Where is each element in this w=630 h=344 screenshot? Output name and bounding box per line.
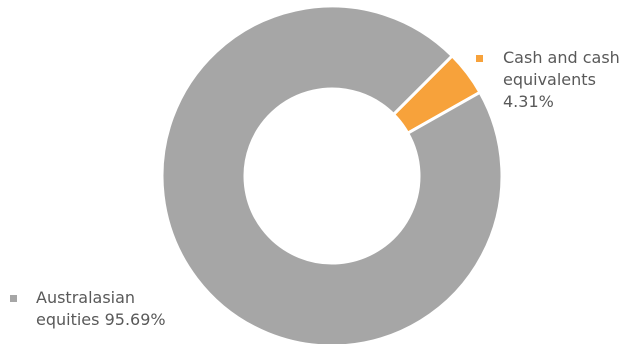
slice-label-australasian-value: 95.69% [104, 310, 166, 329]
slice-label-australasian: Australasian equities 95.69% [10, 287, 196, 331]
legend-swatch-australasian [10, 295, 17, 302]
slices-group [160, 4, 504, 344]
legend-swatch-cash [476, 55, 483, 62]
slice-label-australasian-name: Australasian equities [36, 288, 136, 329]
slice-label-cash: Cash and cash equivalents 4.31% [476, 47, 628, 113]
slice-australasian [160, 4, 504, 344]
slice-label-cash-name: Cash and cash equivalents [503, 48, 620, 89]
slice-label-cash-value: 4.31% [503, 92, 554, 111]
